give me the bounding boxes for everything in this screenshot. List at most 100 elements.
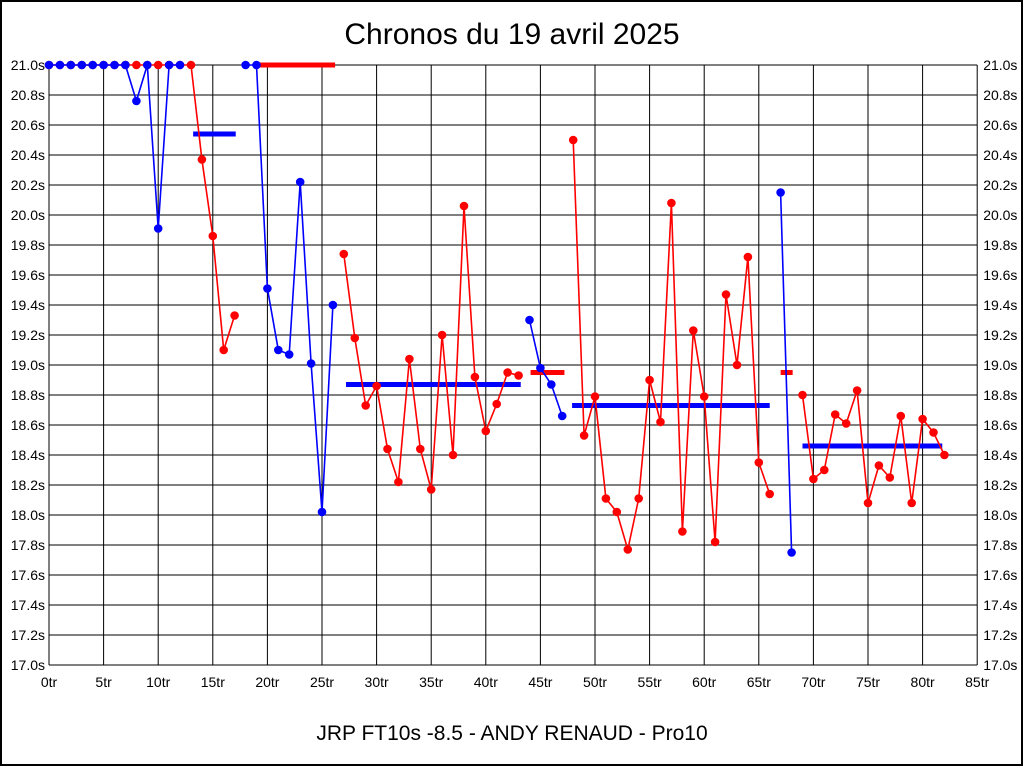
data-point-red-driver xyxy=(186,60,196,70)
data-point-blue-driver xyxy=(77,60,87,70)
data-point-red-driver xyxy=(678,527,687,536)
data-point-red-driver xyxy=(874,461,884,470)
y-tick-label-right: 19.4s xyxy=(983,297,1017,313)
x-tick-label: 55tr xyxy=(638,674,662,690)
data-point-blue-driver xyxy=(143,60,152,70)
x-tick-label: 15tr xyxy=(201,674,225,690)
x-tick-label: 50tr xyxy=(583,674,607,690)
series-line-blue-driver xyxy=(49,64,180,229)
x-tick-label: 65tr xyxy=(747,674,771,690)
data-point-blue-driver xyxy=(284,350,294,359)
data-point-red-driver xyxy=(437,330,447,340)
y-tick-label-left: 19.0s xyxy=(11,357,45,373)
data-point-red-driver xyxy=(230,311,239,320)
y-tick-label-left: 21.0s xyxy=(11,57,45,73)
data-point-red-driver xyxy=(765,489,774,499)
data-point-blue-driver xyxy=(44,60,54,70)
data-point-red-driver xyxy=(623,545,633,554)
data-point-red-driver xyxy=(645,375,654,385)
data-point-red-driver xyxy=(514,371,523,380)
data-point-red-driver xyxy=(634,494,643,503)
y-tick-label-right: 17.6s xyxy=(983,567,1017,583)
y-tick-label-left: 17.4s xyxy=(11,597,45,613)
y-tick-label-right: 18.4s xyxy=(983,447,1017,463)
data-point-red-driver xyxy=(426,485,436,494)
chart-title: Chronos du 19 avril 2025 xyxy=(344,18,679,51)
data-point-blue-driver xyxy=(536,363,545,373)
data-point-blue-driver xyxy=(776,188,785,197)
y-tick-label-right: 17.4s xyxy=(983,597,1017,613)
y-tick-label-right: 19.2s xyxy=(983,327,1017,343)
y-tick-label-left: 18.4s xyxy=(11,447,45,463)
data-point-red-driver xyxy=(132,60,141,70)
x-tick-label: 40tr xyxy=(474,674,498,690)
data-point-red-driver xyxy=(590,392,600,401)
data-point-blue-driver xyxy=(55,60,65,70)
data-point-blue-driver xyxy=(110,60,119,70)
data-point-red-driver xyxy=(721,290,731,299)
data-point-red-driver xyxy=(907,498,916,508)
data-point-red-driver xyxy=(689,326,698,335)
x-tick-label: 75tr xyxy=(856,674,880,690)
x-tick-label: 25tr xyxy=(310,674,334,690)
y-tick-label-right: 17.0s xyxy=(983,657,1017,673)
y-tick-label-left: 17.2s xyxy=(11,627,45,643)
data-point-red-driver xyxy=(579,431,589,440)
data-point-red-driver xyxy=(470,372,480,382)
data-point-red-driver xyxy=(492,399,502,409)
y-tick-label-left: 20.8s xyxy=(11,87,45,103)
y-tick-label-right: 19.8s xyxy=(983,237,1017,253)
data-point-red-driver xyxy=(153,60,163,70)
data-point-blue-driver xyxy=(525,315,534,325)
x-tick-label: 60tr xyxy=(692,674,716,690)
data-point-red-driver xyxy=(754,458,764,467)
data-point-red-driver xyxy=(459,201,469,211)
data-point-blue-driver xyxy=(306,359,316,368)
data-point-red-driver xyxy=(885,473,895,482)
data-point-red-driver xyxy=(852,386,862,395)
series-line-blue-driver xyxy=(528,319,563,417)
data-point-red-driver xyxy=(339,249,349,259)
data-point-blue-driver xyxy=(295,177,305,187)
data-point-red-driver xyxy=(394,477,403,487)
data-point-red-driver xyxy=(896,411,906,421)
y-tick-label-right: 20.0s xyxy=(983,207,1017,223)
data-point-red-driver xyxy=(361,401,371,410)
y-tick-label-left: 19.4s xyxy=(11,297,45,313)
data-point-red-driver xyxy=(503,368,512,377)
series-line-blue-driver xyxy=(245,64,334,513)
data-point-blue-driver xyxy=(132,96,141,106)
y-tick-label-right: 20.2s xyxy=(983,177,1017,193)
data-point-red-driver xyxy=(667,198,676,208)
y-tick-label-right: 21.0s xyxy=(983,57,1017,73)
data-point-red-driver xyxy=(656,417,665,427)
x-tick-label: 70tr xyxy=(801,674,825,690)
data-point-red-driver xyxy=(612,507,622,517)
data-point-blue-driver xyxy=(547,380,556,389)
x-tick-label: 10tr xyxy=(146,674,170,690)
data-point-red-driver xyxy=(219,345,228,355)
y-tick-label-right: 20.6s xyxy=(983,117,1017,133)
data-point-red-driver xyxy=(208,231,218,241)
x-tick-label: 35tr xyxy=(419,674,443,690)
x-tick-label: 5tr xyxy=(95,674,112,690)
data-point-red-driver xyxy=(601,494,611,503)
y-tick-label-left: 18.0s xyxy=(11,507,45,523)
x-tick-label: 85tr xyxy=(965,674,989,690)
data-point-blue-driver xyxy=(241,60,250,70)
data-point-red-driver xyxy=(481,426,491,436)
y-tick-label-right: 20.8s xyxy=(983,87,1017,103)
y-tick-label-right: 17.2s xyxy=(983,627,1017,643)
y-tick-label-right: 17.8s xyxy=(983,537,1017,553)
y-tick-label-left: 17.8s xyxy=(11,537,45,553)
plot-area: 21.0s 21.0s 20.8s 20.8s 20.6s 20.6s 20.4s 20.4s… xyxy=(11,57,1018,690)
data-point-red-driver xyxy=(809,474,818,484)
data-point-blue-driver xyxy=(175,60,185,70)
data-point-blue-driver xyxy=(99,60,108,70)
data-point-blue-driver xyxy=(274,345,283,355)
y-tick-label-left: 17.6s xyxy=(11,567,45,583)
y-tick-label-right: 18.6s xyxy=(983,417,1017,433)
data-point-red-driver xyxy=(448,450,458,460)
data-point-blue-driver xyxy=(787,548,796,557)
